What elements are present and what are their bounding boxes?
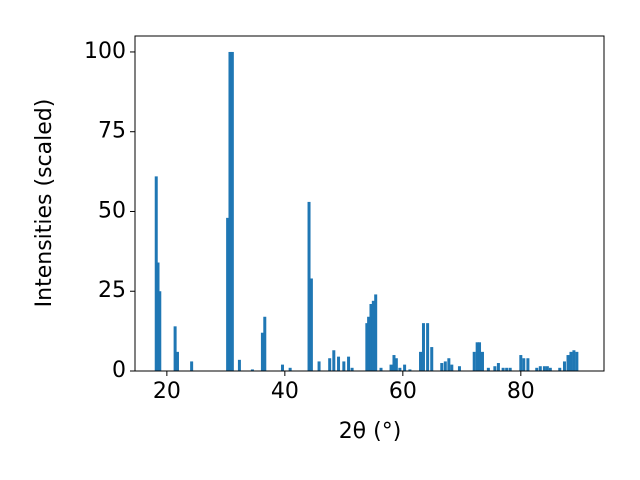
bar [535, 367, 539, 371]
bar [447, 358, 451, 371]
bar [369, 304, 373, 371]
bar [173, 326, 177, 371]
bar [450, 364, 454, 371]
bar [457, 366, 461, 371]
bar [260, 332, 264, 371]
bar [440, 363, 444, 371]
plot-frame [134, 35, 605, 372]
bar [250, 369, 254, 371]
bar [519, 355, 523, 371]
bar [379, 367, 383, 371]
bar [472, 351, 476, 371]
bar [548, 367, 552, 371]
bar [365, 323, 369, 371]
bar [307, 201, 311, 371]
bar [575, 351, 579, 371]
bar [337, 356, 341, 371]
bar [226, 217, 230, 371]
y-tick-label: 50 [98, 198, 126, 223]
bar [280, 364, 284, 371]
y-tick-label: 100 [84, 39, 126, 64]
bar [350, 367, 354, 371]
bar [526, 358, 530, 371]
bar [389, 364, 393, 371]
bar [443, 361, 447, 371]
bar [403, 364, 407, 371]
bar [542, 366, 546, 371]
bar [158, 291, 162, 371]
x-tick-label: 20 [153, 379, 181, 404]
bar [562, 361, 566, 371]
bar [190, 361, 194, 371]
bar [566, 355, 570, 371]
bar [309, 278, 313, 371]
bar [347, 356, 351, 371]
bar [237, 359, 241, 371]
y-axis-label: Intensities (scaled) [32, 99, 57, 308]
bar [175, 351, 179, 371]
bar [408, 369, 412, 371]
bar [501, 367, 505, 371]
bar [430, 347, 434, 371]
bar [572, 350, 576, 371]
bar [496, 363, 500, 371]
bar [486, 367, 490, 371]
bar [156, 262, 160, 371]
x-axis-label: 2θ (°) [339, 419, 402, 444]
bar [154, 176, 158, 371]
bar [342, 361, 346, 371]
bar [317, 361, 321, 371]
bar [538, 366, 542, 371]
bar [332, 350, 336, 371]
bar [230, 51, 234, 371]
bar [367, 316, 371, 371]
x-tick-label: 40 [271, 379, 299, 404]
bar [419, 351, 423, 371]
bar [392, 355, 396, 371]
bar [228, 51, 232, 371]
bar [288, 367, 292, 371]
x-tick-label: 60 [389, 379, 417, 404]
bar [394, 358, 398, 371]
bar [478, 342, 482, 371]
bar [426, 323, 430, 371]
bar [371, 300, 375, 371]
bar [328, 358, 332, 371]
y-tick-label: 75 [98, 119, 126, 144]
bar [505, 367, 509, 371]
bar [421, 323, 425, 371]
y-tick-label: 0 [112, 358, 126, 383]
bar [545, 366, 549, 371]
bar [398, 367, 402, 371]
bar [480, 351, 484, 371]
bar [475, 342, 479, 371]
bar [374, 294, 378, 371]
y-tick-label: 25 [98, 278, 126, 303]
bar [263, 316, 267, 371]
bar [522, 358, 526, 371]
bar [558, 367, 562, 371]
bar [493, 366, 497, 371]
bar [508, 367, 512, 371]
x-tick-label: 80 [507, 379, 535, 404]
bar [569, 351, 573, 371]
